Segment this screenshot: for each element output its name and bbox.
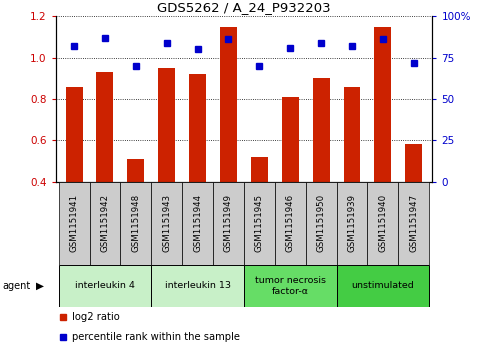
Bar (189, 74, 206, 182)
Bar (66, 86, 83, 182)
Bar (337, 182, 368, 265)
Bar (128, 159, 144, 182)
Text: GSM1151941: GSM1151941 (70, 194, 79, 252)
Bar (97, 72, 114, 182)
Text: GSM1151939: GSM1151939 (347, 194, 356, 252)
Text: GSM1151949: GSM1151949 (224, 194, 233, 252)
Text: GSM1151948: GSM1151948 (131, 194, 141, 252)
Text: GSM1151942: GSM1151942 (100, 194, 110, 252)
Bar (120, 182, 151, 265)
Text: interleukin 13: interleukin 13 (165, 281, 230, 290)
Text: GSM1151943: GSM1151943 (162, 194, 171, 252)
Text: GSM1151945: GSM1151945 (255, 194, 264, 252)
Bar (89, 182, 120, 265)
Text: GSM1151940: GSM1151940 (378, 194, 387, 252)
Text: GSM1151950: GSM1151950 (317, 194, 326, 252)
Bar (151, 182, 182, 265)
Title: GDS5262 / A_24_P932203: GDS5262 / A_24_P932203 (157, 1, 331, 14)
Text: interleukin 4: interleukin 4 (75, 281, 135, 290)
Text: GSM1151947: GSM1151947 (409, 194, 418, 252)
Bar (374, 26, 391, 182)
Text: agent: agent (2, 281, 30, 291)
Bar (220, 26, 237, 182)
Bar (306, 182, 337, 265)
Bar (368, 182, 398, 265)
Bar (405, 144, 422, 182)
Text: GSM1151944: GSM1151944 (193, 194, 202, 252)
Bar (58, 182, 89, 265)
Bar (244, 265, 337, 307)
Bar (398, 182, 429, 265)
Bar (337, 265, 429, 307)
Bar (343, 86, 360, 182)
Bar (158, 68, 175, 182)
Bar (251, 157, 268, 182)
Bar (275, 182, 306, 265)
Bar (151, 265, 244, 307)
Text: unstimulated: unstimulated (352, 281, 414, 290)
Bar (58, 265, 151, 307)
Text: log2 ratio: log2 ratio (72, 312, 120, 322)
Text: tumor necrosis
factor-α: tumor necrosis factor-α (255, 276, 326, 295)
Bar (182, 182, 213, 265)
Text: ▶: ▶ (36, 281, 44, 291)
Text: percentile rank within the sample: percentile rank within the sample (72, 331, 241, 342)
Text: GSM1151946: GSM1151946 (286, 194, 295, 252)
Bar (313, 78, 329, 182)
Bar (244, 182, 275, 265)
Bar (213, 182, 244, 265)
Bar (282, 97, 298, 182)
